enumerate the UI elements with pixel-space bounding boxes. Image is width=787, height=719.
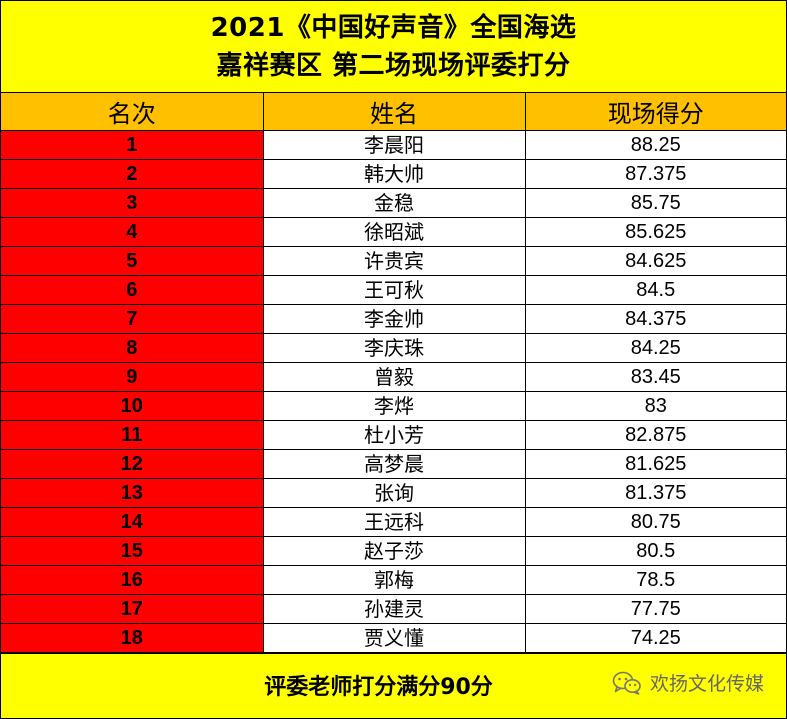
title-block: 2021《中国好声音》全国海选 嘉祥赛区 第二场现场评委打分 [1, 1, 786, 93]
score-cell: 85.75 [524, 188, 786, 218]
rank-cell: 16 [1, 565, 264, 595]
rank-cell: 9 [1, 362, 264, 392]
score-rows: 1 李晨阳 88.25 2 韩大帅 87.375 3 金稳 85.75 4 徐昭斌 85.625 5 许贵… [1, 130, 786, 653]
header-row: 名次 姓名 现场得分 [1, 93, 786, 131]
score-cell: 82.875 [524, 420, 786, 450]
score-table: 名次 姓名 现场得分 1 李晨阳 88.25 2 韩大帅 87.375 3 金稳 85.75 4 徐… [1, 93, 786, 653]
score-cell: 80.75 [524, 507, 786, 537]
rank-cell: 14 [1, 507, 264, 537]
score-cell: 81.375 [524, 478, 786, 508]
score-cell: 78.5 [524, 565, 786, 595]
score-cell: 83 [524, 391, 786, 421]
rank-cell: 10 [1, 391, 264, 421]
table-row: 16 郭梅 78.5 [1, 565, 786, 595]
watermark: 欢扬文化传媒 [612, 669, 764, 696]
score-cell: 84.625 [524, 246, 786, 276]
name-cell: 张询 [262, 478, 526, 508]
footer: 评委老师打分满分90分 欢扬文化传媒 [1, 653, 786, 716]
name-cell: 许贵宾 [262, 246, 526, 276]
score-cell: 85.625 [524, 217, 786, 247]
score-cell: 77.75 [524, 594, 786, 624]
score-cell: 84.375 [524, 304, 786, 334]
name-cell: 杜小芳 [262, 420, 526, 450]
header-rank: 名次 [1, 93, 264, 131]
score-cell: 88.25 [524, 130, 786, 160]
rank-cell: 15 [1, 536, 264, 566]
name-cell: 曾毅 [262, 362, 526, 392]
rank-cell: 4 [1, 217, 264, 247]
score-cell: 81.625 [524, 449, 786, 479]
table-row: 11 杜小芳 82.875 [1, 420, 786, 450]
table-row: 1 李晨阳 88.25 [1, 130, 786, 160]
name-cell: 孙建灵 [262, 594, 526, 624]
name-cell: 赵子莎 [262, 536, 526, 566]
table-row: 13 张询 81.375 [1, 478, 786, 508]
name-cell: 李金帅 [262, 304, 526, 334]
name-cell: 徐昭斌 [262, 217, 526, 247]
footer-note: 评委老师打分满分90分 [264, 675, 493, 700]
name-cell: 韩大帅 [262, 159, 526, 189]
name-cell: 贾义懂 [262, 623, 526, 653]
rank-cell: 11 [1, 420, 264, 450]
table-row: 17 孙建灵 77.75 [1, 594, 786, 624]
table-row: 10 李烨 83 [1, 391, 786, 421]
table-row: 4 徐昭斌 85.625 [1, 217, 786, 247]
score-cell: 84.25 [524, 333, 786, 363]
score-cell: 80.5 [524, 536, 786, 566]
rank-cell: 1 [1, 130, 264, 160]
name-cell: 李烨 [262, 391, 526, 421]
rank-cell: 12 [1, 449, 264, 479]
score-cell: 84.5 [524, 275, 786, 305]
name-cell: 高梦晨 [262, 449, 526, 479]
score-cell: 83.45 [524, 362, 786, 392]
name-cell: 郭梅 [262, 565, 526, 595]
header-score: 现场得分 [524, 93, 786, 131]
table-row: 5 许贵宾 84.625 [1, 246, 786, 276]
watermark-text: 欢扬文化传媒 [649, 673, 764, 695]
rank-cell: 13 [1, 478, 264, 508]
wechat-icon [612, 671, 642, 695]
name-cell: 李庆珠 [262, 333, 526, 363]
rank-cell: 6 [1, 275, 264, 305]
rank-cell: 3 [1, 188, 264, 218]
rank-cell: 7 [1, 304, 264, 334]
table-row: 12 高梦晨 81.625 [1, 449, 786, 479]
table-row: 3 金稳 85.75 [1, 188, 786, 218]
table-row: 18 贾义懂 74.25 [1, 623, 786, 653]
score-cell: 74.25 [524, 623, 786, 653]
table-row: 14 王远科 80.75 [1, 507, 786, 537]
title-line-2: 嘉祥赛区 第二场现场评委打分 [216, 50, 571, 81]
table-row: 8 李庆珠 84.25 [1, 333, 786, 363]
name-cell: 金稳 [262, 188, 526, 218]
rank-cell: 5 [1, 246, 264, 276]
table-row: 9 曾毅 83.45 [1, 362, 786, 392]
score-cell: 87.375 [524, 159, 786, 189]
rank-cell: 8 [1, 333, 264, 363]
table-row: 15 赵子莎 80.5 [1, 536, 786, 566]
header-name: 姓名 [262, 93, 526, 131]
rank-cell: 18 [1, 623, 264, 653]
title-line-1: 2021《中国好声音》全国海选 [210, 12, 577, 43]
table-row: 2 韩大帅 87.375 [1, 159, 786, 189]
name-cell: 王可秋 [262, 275, 526, 305]
table-row: 6 王可秋 84.5 [1, 275, 786, 305]
name-cell: 李晨阳 [262, 130, 526, 160]
rank-cell: 2 [1, 159, 264, 189]
rank-cell: 17 [1, 594, 264, 624]
name-cell: 王远科 [262, 507, 526, 537]
table-row: 7 李金帅 84.375 [1, 304, 786, 334]
